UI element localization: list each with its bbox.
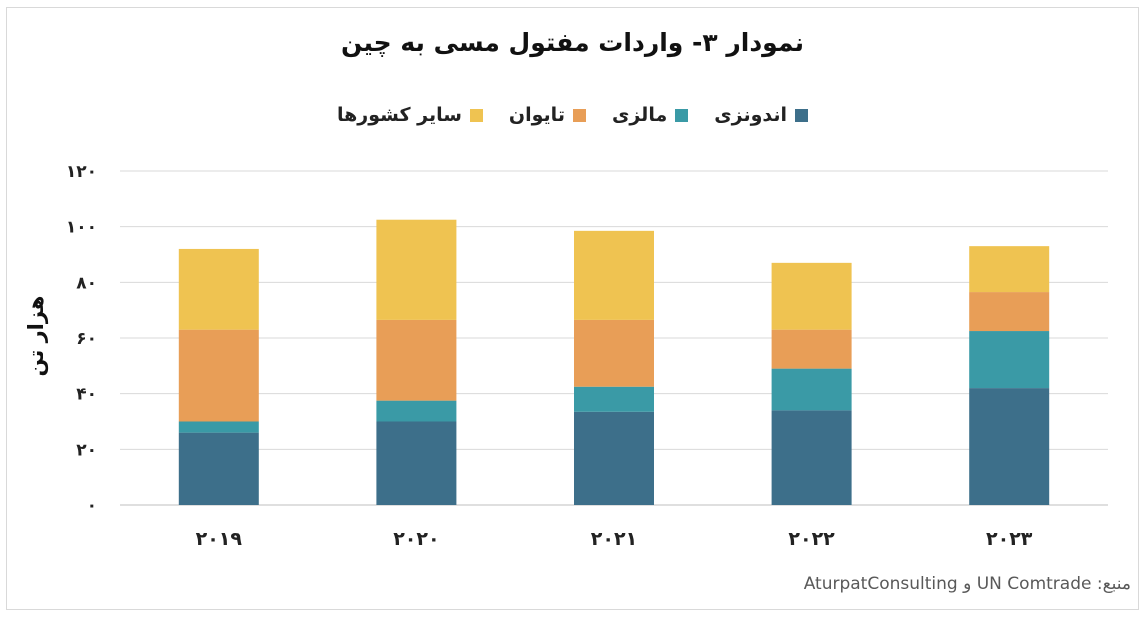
bar-segment: [969, 388, 1050, 505]
bar-segment: [771, 329, 852, 369]
legend-item: مالزی: [611, 104, 689, 126]
y-tick-label: ۰: [87, 496, 97, 516]
chart-legend: اندونزی مالزی تایوان سایر کشورها: [0, 104, 1145, 126]
bar-segment: [969, 246, 1050, 293]
bar-segment: [574, 386, 654, 412]
y-tick-label: ۸۰: [76, 273, 97, 293]
y-tick-label: ۲۰: [76, 440, 97, 460]
bar-segment: [574, 411, 654, 505]
bar-segment: [771, 368, 852, 411]
y-tick-label: ۴۰: [76, 385, 97, 405]
bar-segment: [178, 432, 259, 505]
legend-label: اندونزی: [714, 104, 788, 126]
x-tick-label: ۲۰۲۳: [986, 528, 1033, 550]
source-note: منبع: UN Comtrade و AturpatConsulting: [803, 574, 1131, 594]
bar-segment: [376, 421, 457, 505]
legend-label: تایوان: [508, 104, 565, 126]
bar-segment: [969, 331, 1050, 389]
y-tick-label: ۱۲۰: [66, 162, 97, 182]
legend-label: سایر کشورها: [336, 104, 462, 126]
chart-title: نمودار ۳- واردات مفتول مسی به چین: [340, 28, 805, 57]
legend-item: تایوان: [509, 104, 586, 126]
bar-segment: [771, 410, 852, 505]
legend-swatch: [795, 108, 809, 122]
legend-swatch: [675, 108, 689, 122]
legend-label: مالزی: [611, 104, 668, 126]
y-tick-label: ۶۰: [76, 329, 97, 349]
bar-segment: [574, 319, 654, 387]
legend-swatch: [572, 108, 586, 122]
bar-segment: [376, 319, 457, 401]
bar-segment: [376, 400, 457, 422]
x-tick-label: ۲۰۱۹: [196, 528, 243, 550]
bar-segment: [178, 421, 259, 433]
x-tick-label: ۲۰۲۱: [591, 528, 637, 550]
x-tick-label: ۲۰۲۰: [393, 528, 439, 550]
bar-segment: [969, 292, 1050, 332]
bar-segment: [771, 262, 852, 330]
x-tick-label: ۲۰۲۲: [788, 528, 835, 550]
legend-swatch: [469, 108, 483, 122]
legend-item: سایر کشورها: [337, 104, 483, 126]
bar-segment: [178, 329, 259, 422]
bar-segment: [376, 219, 457, 320]
legend-item: اندونزی: [714, 104, 809, 126]
bar-segment: [574, 230, 654, 320]
bar-segment: [178, 248, 259, 330]
y-tick-label: ۱۰۰: [66, 218, 97, 238]
